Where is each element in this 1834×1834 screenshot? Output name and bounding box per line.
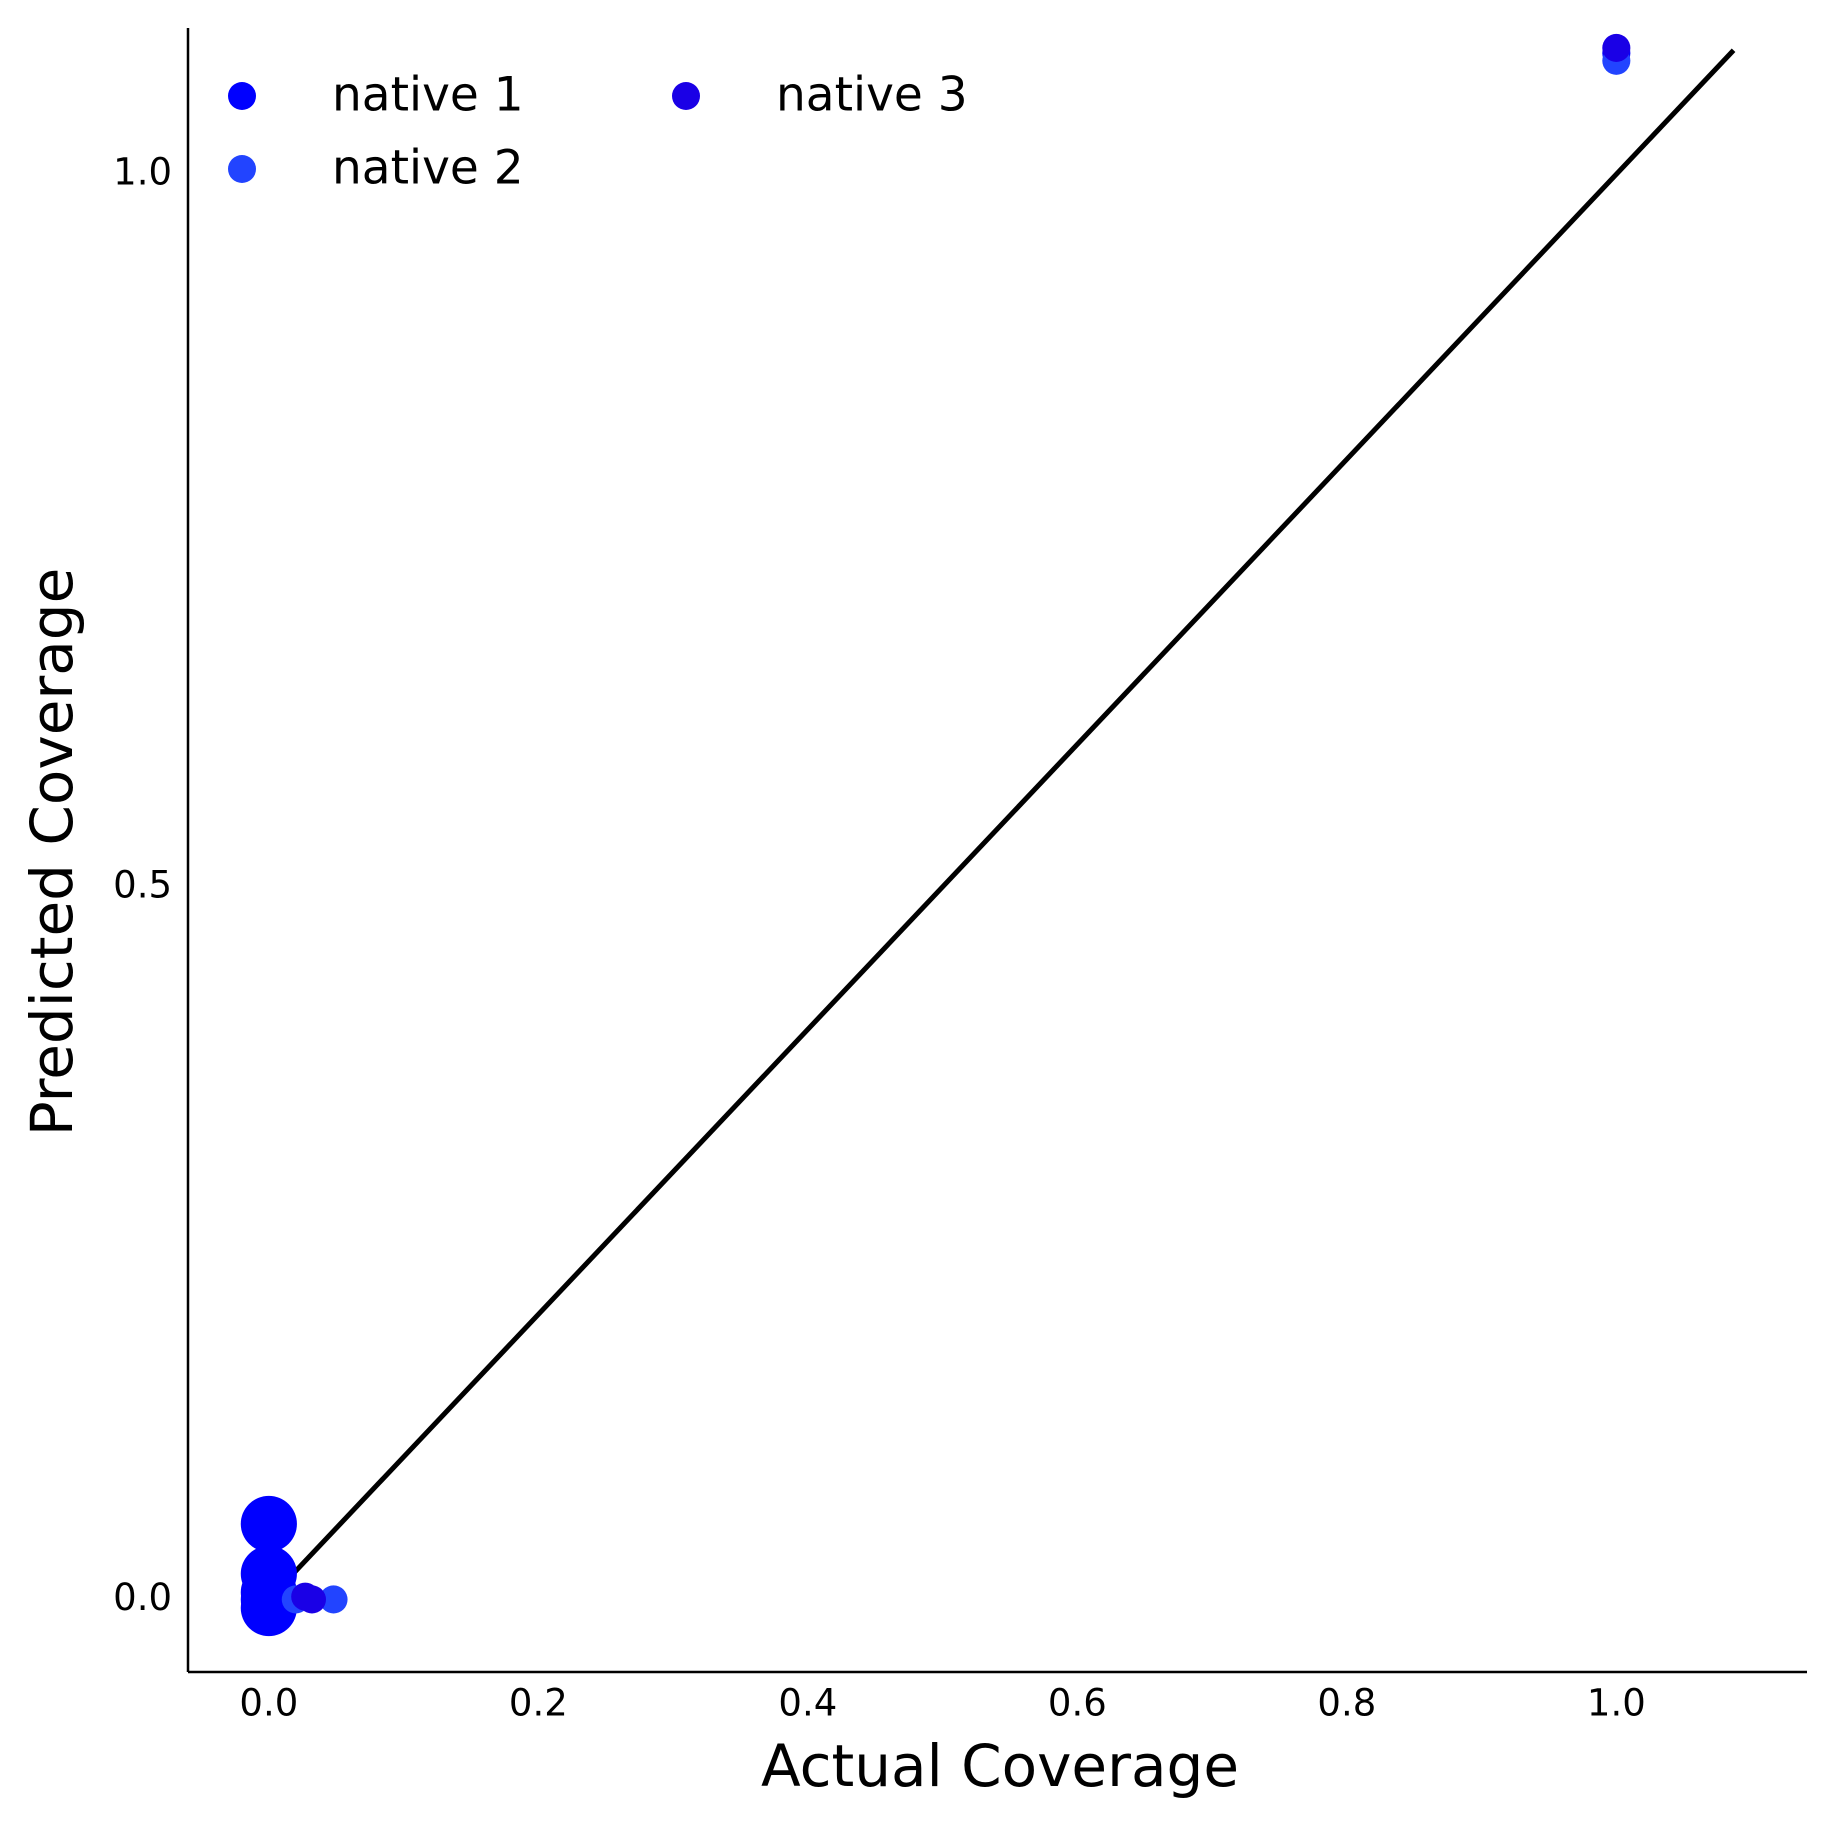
legend-marker bbox=[228, 155, 256, 183]
point bbox=[240, 1495, 297, 1552]
x-tick-label: 0.0 bbox=[239, 1682, 298, 1725]
x-tick-label: 0.8 bbox=[1317, 1682, 1376, 1725]
point bbox=[297, 1585, 327, 1614]
reference-line bbox=[267, 48, 1736, 1602]
x-tick-label: 0.4 bbox=[778, 1682, 837, 1725]
point bbox=[1602, 33, 1631, 62]
legend-label: native 1 bbox=[332, 68, 524, 123]
legend-label: native 3 bbox=[776, 68, 968, 123]
legend-marker bbox=[228, 82, 256, 110]
legend-marker bbox=[672, 82, 700, 110]
y-tick-label: 0.5 bbox=[113, 863, 172, 906]
y-tick-label: 1.0 bbox=[113, 151, 172, 194]
point bbox=[319, 1585, 348, 1614]
y-axis-label: Predicted Coverage bbox=[18, 568, 86, 1137]
legend-label: native 2 bbox=[332, 141, 524, 196]
x-tick-label: 1.0 bbox=[1587, 1682, 1646, 1725]
y-tick-label: 0.0 bbox=[113, 1576, 172, 1619]
x-tick-label: 0.6 bbox=[1048, 1682, 1107, 1725]
x-tick-label: 0.2 bbox=[509, 1682, 568, 1725]
x-axis-label: Actual Coverage bbox=[761, 1732, 1239, 1800]
